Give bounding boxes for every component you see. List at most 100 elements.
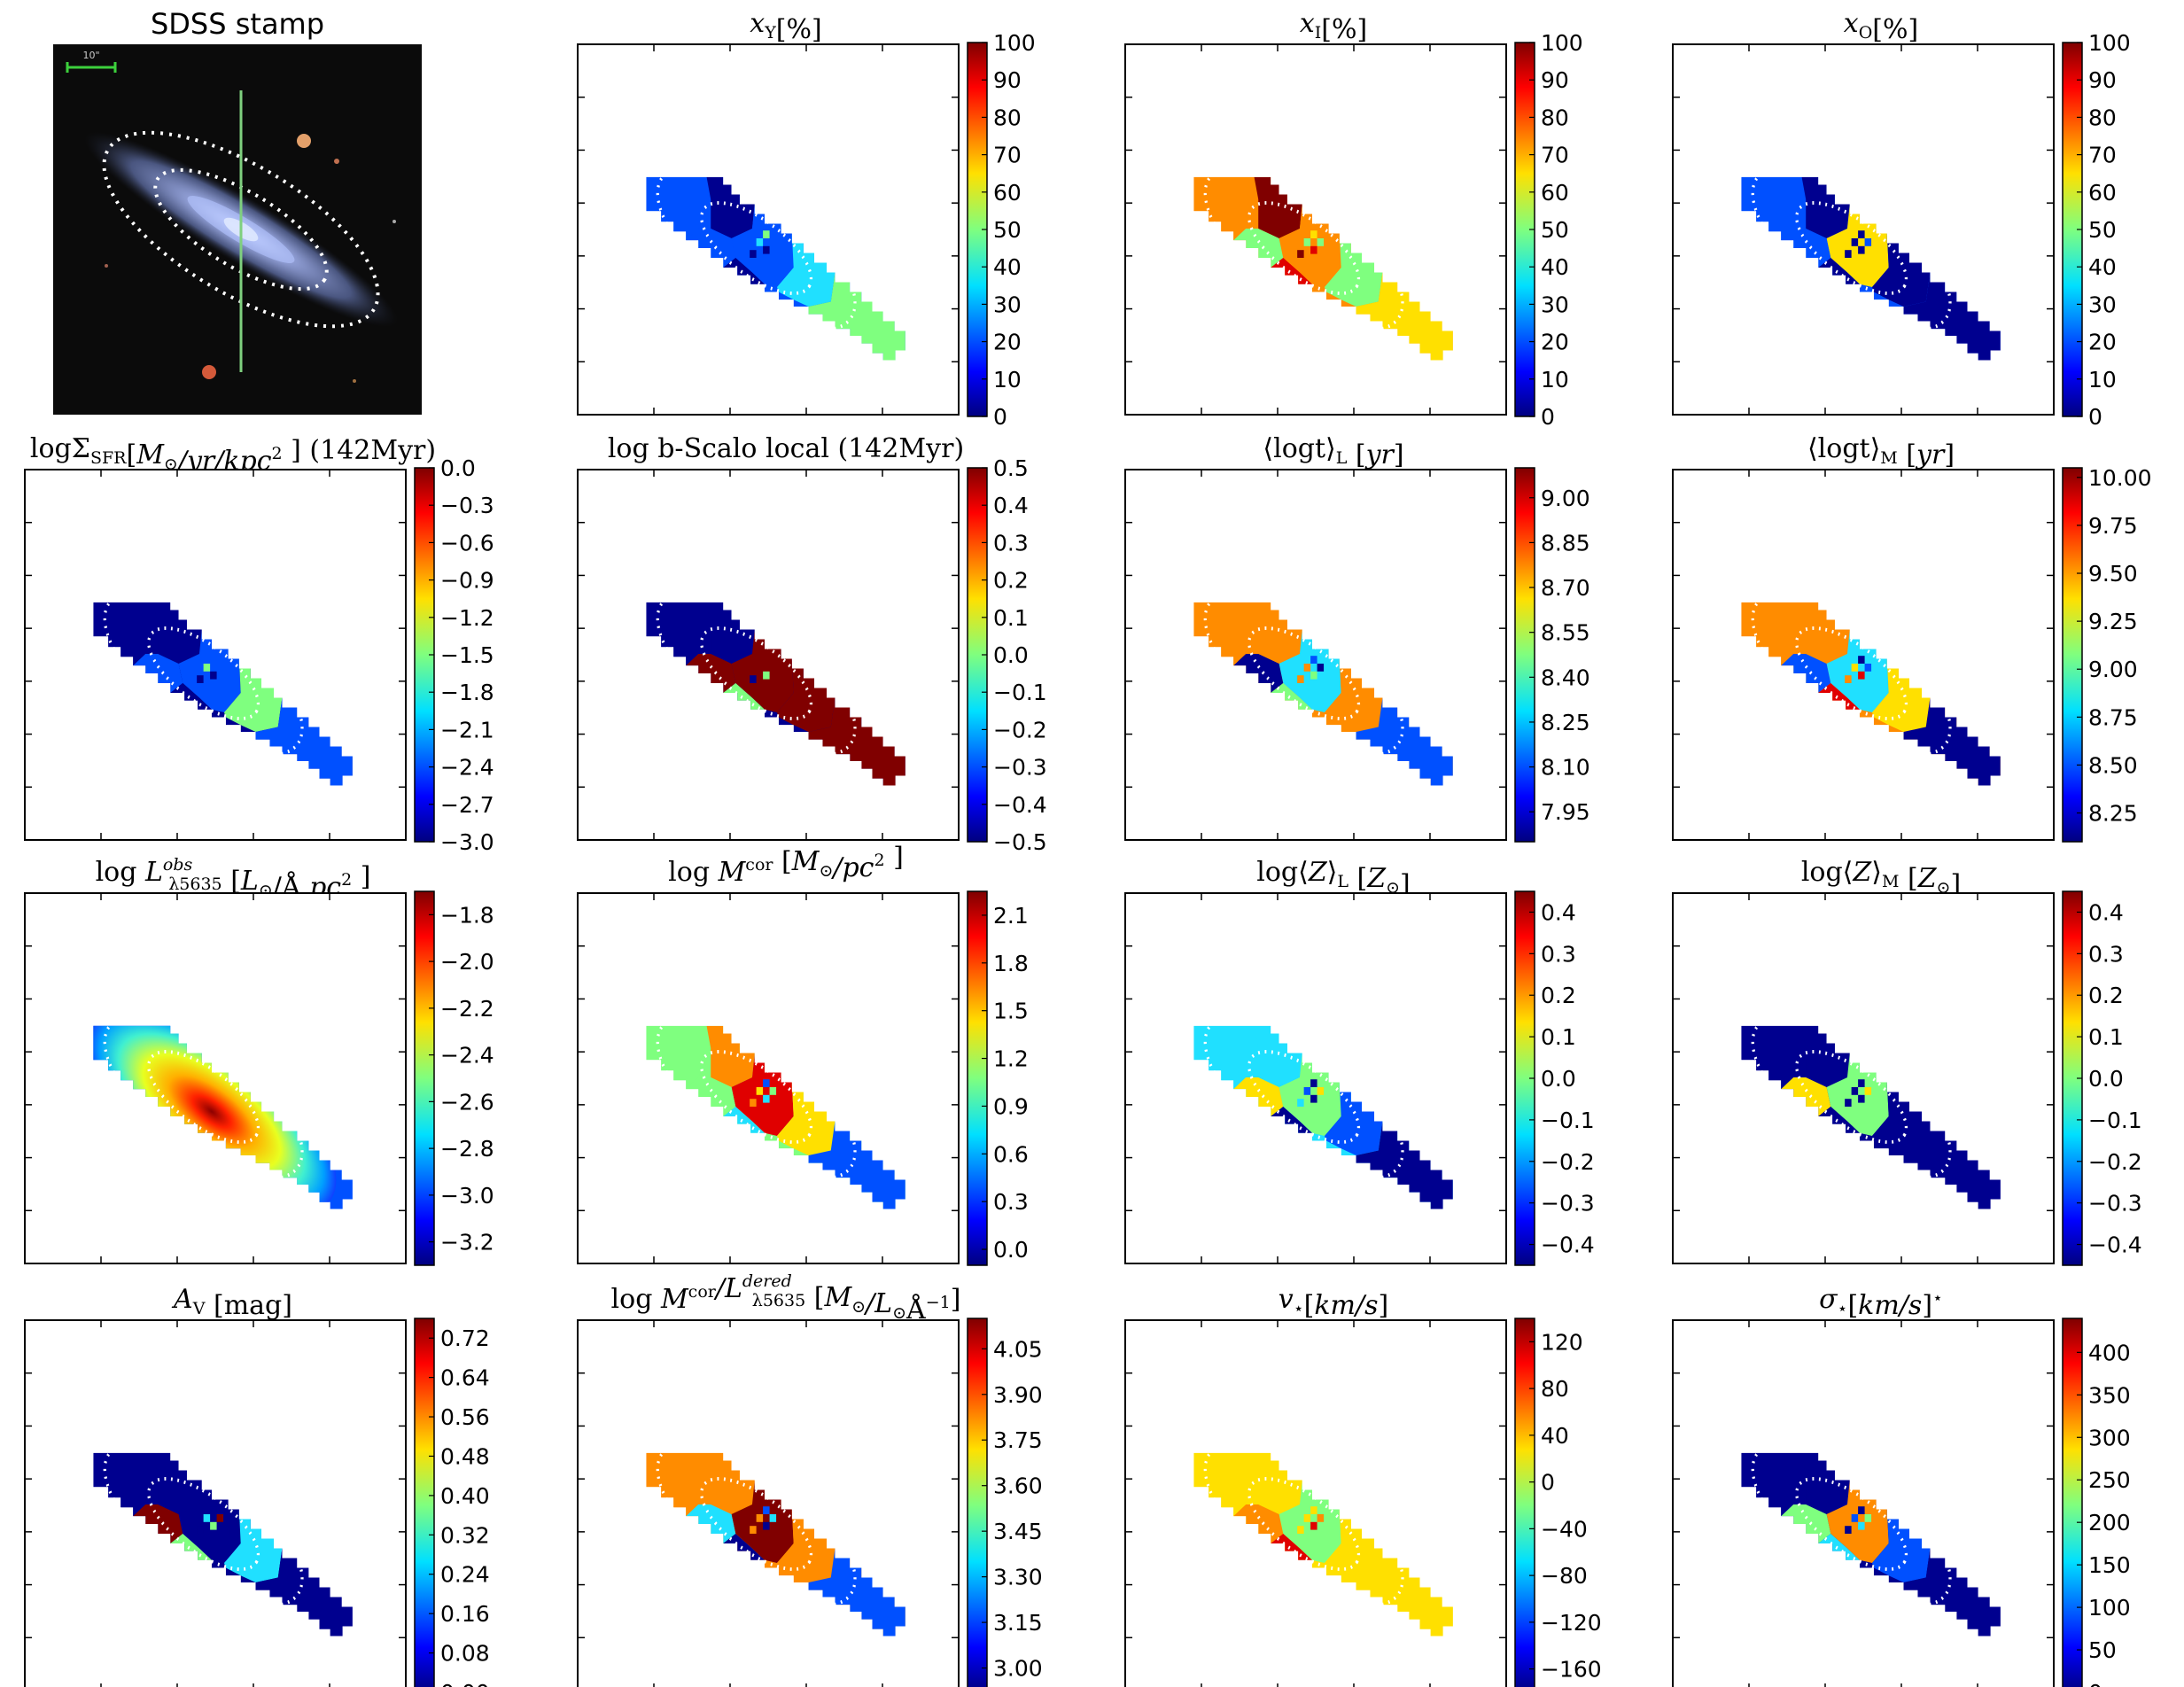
map-pixel bbox=[1297, 675, 1304, 683]
map-region-outerSE bbox=[1903, 1548, 2001, 1636]
map-panel-z_m: log⟨Z⟩M [Z⊙] −0.4 −0.3 −0.2 −0.1 0.0 0.1 0.2 0.3… bbox=[1672, 857, 2142, 1266]
map-region-innerSE bbox=[224, 658, 283, 732]
map-region-outerNW bbox=[93, 1452, 159, 1517]
colorbar-tick-label: −0.1 bbox=[993, 680, 1047, 705]
map-pixel bbox=[1864, 1087, 1872, 1095]
colorbar-tick-label: 9.00 bbox=[2088, 657, 2138, 682]
colorbar-tick-label: 40 bbox=[993, 254, 1022, 280]
galaxy-map bbox=[93, 589, 353, 786]
map-region-west bbox=[1781, 229, 1831, 268]
colorbar-tick-label: −2.8 bbox=[440, 1136, 494, 1162]
colorbar-tick-label: 2.1 bbox=[993, 903, 1029, 929]
colorbar-tick-label: 9.25 bbox=[2088, 609, 2138, 634]
map-pixel bbox=[1310, 1079, 1317, 1087]
map-pixel bbox=[1871, 253, 1878, 262]
colorbar-tick-label: 100 bbox=[2088, 1595, 2131, 1621]
colorbar-tick-label: 9.50 bbox=[2088, 561, 2138, 587]
map-pixel bbox=[1324, 253, 1331, 262]
panel-title: xI[%] bbox=[1300, 8, 1367, 45]
map-panel-sigma: σ⋆[km/s]⋆ 0 50 100 150 200 250 300 350 400 bbox=[1672, 1284, 2131, 1687]
map-pixel bbox=[203, 1514, 211, 1522]
galaxy-map bbox=[1193, 164, 1453, 361]
inner-ellipse bbox=[700, 1050, 813, 1144]
map-region-innerSE bbox=[777, 233, 836, 307]
scale-bar: 10" bbox=[66, 50, 117, 73]
galaxy-map bbox=[1741, 1440, 2001, 1636]
map-region-west bbox=[686, 1504, 736, 1543]
map-region-outerNW bbox=[646, 1025, 711, 1090]
colorbar-tick-label: 0.0 bbox=[993, 1237, 1029, 1263]
colorbar-tick-label: 80 bbox=[1541, 105, 1569, 130]
map-region-innerSE bbox=[1325, 1082, 1383, 1155]
map-region-innerSE bbox=[1325, 233, 1383, 307]
inner-ellipse bbox=[147, 626, 260, 720]
colorbar-tick-label: 0.56 bbox=[440, 1404, 490, 1430]
map-region-innerNW bbox=[1801, 176, 1850, 239]
map-region-innerNW bbox=[1254, 1025, 1302, 1088]
map-pixel bbox=[763, 671, 770, 680]
map-pixel bbox=[1310, 671, 1317, 680]
map-region-west bbox=[133, 654, 183, 693]
map-pixel bbox=[1297, 1526, 1304, 1534]
map-pixel bbox=[776, 679, 783, 688]
map-pixel bbox=[1845, 1526, 1852, 1534]
inner-ellipse bbox=[147, 1050, 260, 1144]
colorbar-tick-label: 0.0 bbox=[440, 455, 476, 481]
map-region-south bbox=[1818, 1107, 1860, 1141]
galaxy-map bbox=[646, 589, 905, 786]
colorbar-tick-label: −2.0 bbox=[440, 949, 494, 975]
colorbar-tick-label: 0.5 bbox=[993, 455, 1029, 481]
colorbar-tick-label: 40 bbox=[1541, 254, 1569, 280]
colorbar-tick-label: 8.25 bbox=[2088, 801, 2138, 827]
map-pixel bbox=[1845, 1099, 1852, 1107]
map-region-outerSE bbox=[808, 1548, 905, 1636]
colorbar-tick-label: 3.15 bbox=[993, 1610, 1043, 1636]
colorbar-tick-label: 0.1 bbox=[2088, 1024, 2124, 1050]
colorbar-tick-label: 50 bbox=[2088, 1637, 2117, 1663]
colorbar-tick-label: 8.10 bbox=[1541, 755, 1590, 781]
map-panel-av: AV [mag] 0.00 0.08 0.16 0.24 0.32 0.40 0.48 0.56… bbox=[24, 1284, 490, 1687]
map-region-outerSE bbox=[808, 272, 905, 361]
colorbar bbox=[1514, 467, 1535, 843]
map-pixel bbox=[197, 675, 204, 683]
map-region-outerSE bbox=[1903, 272, 2001, 361]
map-region-south bbox=[1271, 683, 1312, 718]
map-region-outerNW bbox=[93, 602, 159, 666]
colorbar-tick-label: −2.2 bbox=[440, 996, 494, 1022]
colorbar-tick-label: 100 bbox=[1541, 30, 1583, 56]
map-pixel bbox=[197, 1526, 204, 1534]
map-pixel bbox=[1858, 1079, 1865, 1087]
colorbar-tick-label: −1.5 bbox=[440, 642, 494, 668]
inner-ellipse bbox=[700, 1477, 813, 1571]
colorbar-tick-label: 200 bbox=[2088, 1510, 2131, 1535]
colorbar-tick-label: 8.40 bbox=[1541, 665, 1590, 690]
star-2 bbox=[202, 365, 216, 379]
colorbar-tick-label: −0.3 bbox=[2088, 1191, 2142, 1217]
map-pixel bbox=[1310, 245, 1317, 254]
map-pixel bbox=[769, 1087, 777, 1095]
colorbar-tick-label: 80 bbox=[2088, 105, 2117, 130]
map-region-innerSE bbox=[224, 1509, 283, 1582]
map-region-west bbox=[1233, 654, 1284, 693]
colorbar bbox=[967, 890, 988, 1266]
galaxy-map bbox=[646, 164, 905, 361]
colorbar-tick-label: −0.2 bbox=[993, 717, 1047, 742]
map-pixel bbox=[750, 1526, 757, 1534]
colorbar-tick-label: 80 bbox=[993, 105, 1022, 130]
colorbar bbox=[414, 1318, 435, 1687]
map-pixel bbox=[223, 679, 230, 688]
map-region-outerNW bbox=[1193, 602, 1259, 666]
colorbar-tick-label: 40 bbox=[2088, 254, 2117, 280]
map-region-south bbox=[1271, 258, 1312, 292]
colorbar-tick-label: −0.6 bbox=[440, 530, 494, 556]
map-panel-x_y: xY[%] 0 10 20 30 40 50 60 70 80 90 100 bbox=[577, 8, 1036, 430]
galaxy-map bbox=[1193, 1013, 1453, 1209]
colorbar-tick-label: −120 bbox=[1541, 1610, 1602, 1636]
inner-ellipse bbox=[700, 201, 813, 295]
colorbar-tick-label: 50 bbox=[993, 217, 1022, 243]
map-pixel bbox=[1317, 1087, 1325, 1095]
colorbar-tick-label: −40 bbox=[1541, 1516, 1588, 1542]
colorbar-tick-label: 3.60 bbox=[993, 1473, 1043, 1499]
star-3 bbox=[334, 159, 339, 164]
colorbar-tick-label: 7.95 bbox=[1541, 799, 1590, 825]
